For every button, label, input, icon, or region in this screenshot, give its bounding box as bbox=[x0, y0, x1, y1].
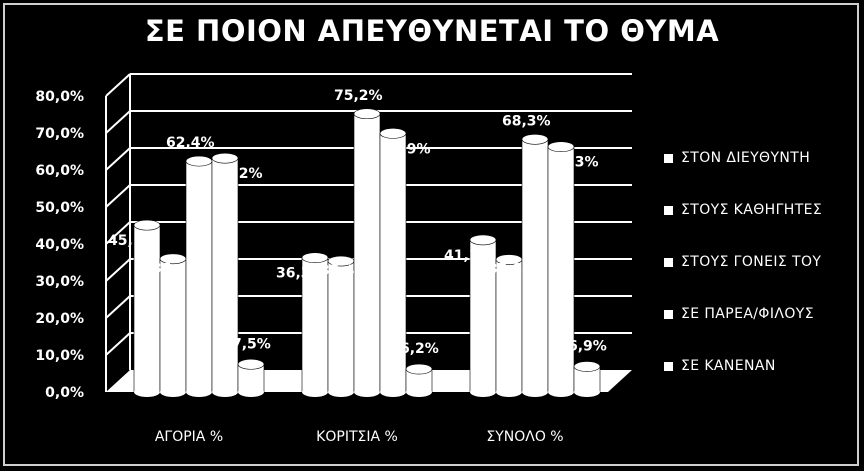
bar-base bbox=[186, 387, 212, 397]
y-tick-label: 50,0% bbox=[35, 200, 84, 216]
gridline-side bbox=[105, 147, 131, 171]
y-tick-label: 0,0% bbox=[45, 385, 84, 401]
chart-frame bbox=[3, 3, 859, 466]
bar-cap bbox=[133, 219, 161, 231]
data-label: 36 bbox=[152, 261, 171, 277]
bar-cap bbox=[185, 155, 213, 167]
bar-base bbox=[354, 387, 380, 397]
bar bbox=[185, 160, 213, 393]
legend-item: ΣΤΟΝ ΔΙΕΥΘΥΝΤΗ bbox=[664, 132, 822, 184]
legend-item: ΣΤΟΥΣ ΚΑΘΗΓΗΤΕΣ bbox=[664, 184, 822, 236]
bar-base bbox=[496, 387, 522, 397]
bar-base bbox=[522, 387, 548, 397]
gridline-side bbox=[105, 258, 131, 282]
bar-base bbox=[160, 387, 186, 397]
y-tick-label: 70,0% bbox=[35, 126, 84, 142]
bar-cap bbox=[405, 363, 433, 375]
legend-item: ΣΕ ΠΑΡΕΑ/ΦΙΛΟΥΣ bbox=[664, 288, 822, 340]
y-tick-label: 80,0% bbox=[35, 89, 84, 105]
bar-base bbox=[134, 387, 160, 397]
y-tick-label: 10,0% bbox=[35, 348, 84, 364]
bar-cap bbox=[301, 252, 329, 263]
bar-base bbox=[302, 387, 328, 397]
bar-base bbox=[470, 387, 496, 397]
y-tick-label: 20,0% bbox=[35, 311, 84, 327]
data-label: 69,9% bbox=[382, 141, 431, 157]
chart-title: ΣΕ ΠΟΙΟΝ ΑΠΕΥΘΥΝΕΤΑΙ ΤΟ ΘΥΜΑ bbox=[144, 14, 720, 48]
data-label: 45, bbox=[108, 233, 133, 249]
bar-base bbox=[212, 387, 238, 397]
bar-base bbox=[574, 387, 600, 397]
bar-cap bbox=[547, 141, 575, 152]
gridline-side bbox=[105, 332, 131, 356]
bar-cap bbox=[379, 128, 407, 139]
legend: ΣΤΟΝ ΔΙΕΥΘΥΝΤΗ ΣΤΟΥΣ ΚΑΘΗΓΗΤΕΣ ΣΤΟΥΣ ΓΟΝΕΙ… bbox=[664, 132, 822, 392]
data-label: 66,3% bbox=[550, 155, 599, 171]
bar-base bbox=[328, 387, 354, 397]
legend-label: ΣΕ ΠΑΡΕΑ/ΦΙΛΟΥΣ bbox=[681, 306, 814, 322]
data-label: 75,2% bbox=[334, 88, 383, 104]
bar-cap bbox=[469, 234, 497, 246]
legend-swatch bbox=[664, 309, 673, 319]
data-label: 35,8 bbox=[488, 262, 523, 278]
legend-label: ΣΤΟΝ ΔΙΕΥΘΥΝΤΗ bbox=[681, 150, 811, 166]
bar bbox=[547, 146, 575, 393]
data-label: 36,3% bbox=[276, 266, 325, 282]
y-tick-label: 30,0% bbox=[35, 274, 84, 290]
x-category-label: ΣΥΝΟΛΟ % bbox=[486, 429, 563, 445]
bar-cap bbox=[353, 108, 381, 120]
y-tick-label: 40,0% bbox=[35, 237, 84, 253]
bar-base bbox=[548, 387, 574, 397]
y-tick-label: 60,0% bbox=[35, 163, 84, 179]
data-label: 62,4% bbox=[166, 135, 215, 151]
gridline-side bbox=[105, 295, 131, 319]
data-label: 6,9% bbox=[568, 338, 607, 354]
bar bbox=[133, 224, 161, 393]
data-label: 41,1 bbox=[444, 248, 479, 264]
bar-base bbox=[380, 387, 406, 397]
bar bbox=[495, 259, 523, 393]
x-category-label: ΚΟΡΙΤΣΙΑ % bbox=[316, 429, 398, 445]
legend-label: ΣΤΟΥΣ ΓΟΝΕΙΣ ΤΟΥ bbox=[681, 254, 822, 270]
bar-cap bbox=[211, 152, 239, 164]
gridline-side bbox=[105, 73, 131, 97]
data-label: 68,3% bbox=[502, 113, 551, 129]
x-category-label: ΑΓΟΡΙΑ % bbox=[155, 429, 223, 445]
gridline-side bbox=[105, 184, 131, 208]
legend-label: ΣΤΟΥΣ ΚΑΘΗΓΗΤΕΣ bbox=[681, 202, 823, 218]
bar-cap bbox=[237, 358, 265, 370]
bar bbox=[353, 113, 381, 393]
data-label: 35,4% bbox=[320, 263, 369, 279]
legend-label: ΣΕ ΚΑΝΕΝΑΝ bbox=[681, 358, 776, 374]
bar bbox=[327, 260, 355, 393]
bar-base bbox=[406, 387, 432, 397]
legend-swatch bbox=[664, 205, 673, 215]
data-label: 7,5% bbox=[232, 336, 271, 352]
data-label: 63,2% bbox=[214, 166, 263, 182]
bar-cap bbox=[521, 133, 549, 145]
bar-base bbox=[238, 387, 264, 397]
gridline-side bbox=[105, 110, 131, 134]
legend-item: ΣΤΟΥΣ ΓΟΝΕΙΣ ΤΟΥ bbox=[664, 236, 822, 288]
legend-swatch bbox=[664, 153, 673, 163]
data-label: 6,2% bbox=[400, 341, 439, 357]
bar-cap bbox=[573, 361, 601, 372]
bar bbox=[211, 157, 239, 393]
legend-item: ΣΕ ΚΑΝΕΝΑΝ bbox=[664, 340, 822, 392]
bar bbox=[521, 138, 549, 393]
bar bbox=[159, 258, 187, 393]
legend-swatch bbox=[664, 361, 673, 371]
gridline-side bbox=[105, 221, 131, 245]
legend-swatch bbox=[664, 257, 673, 267]
